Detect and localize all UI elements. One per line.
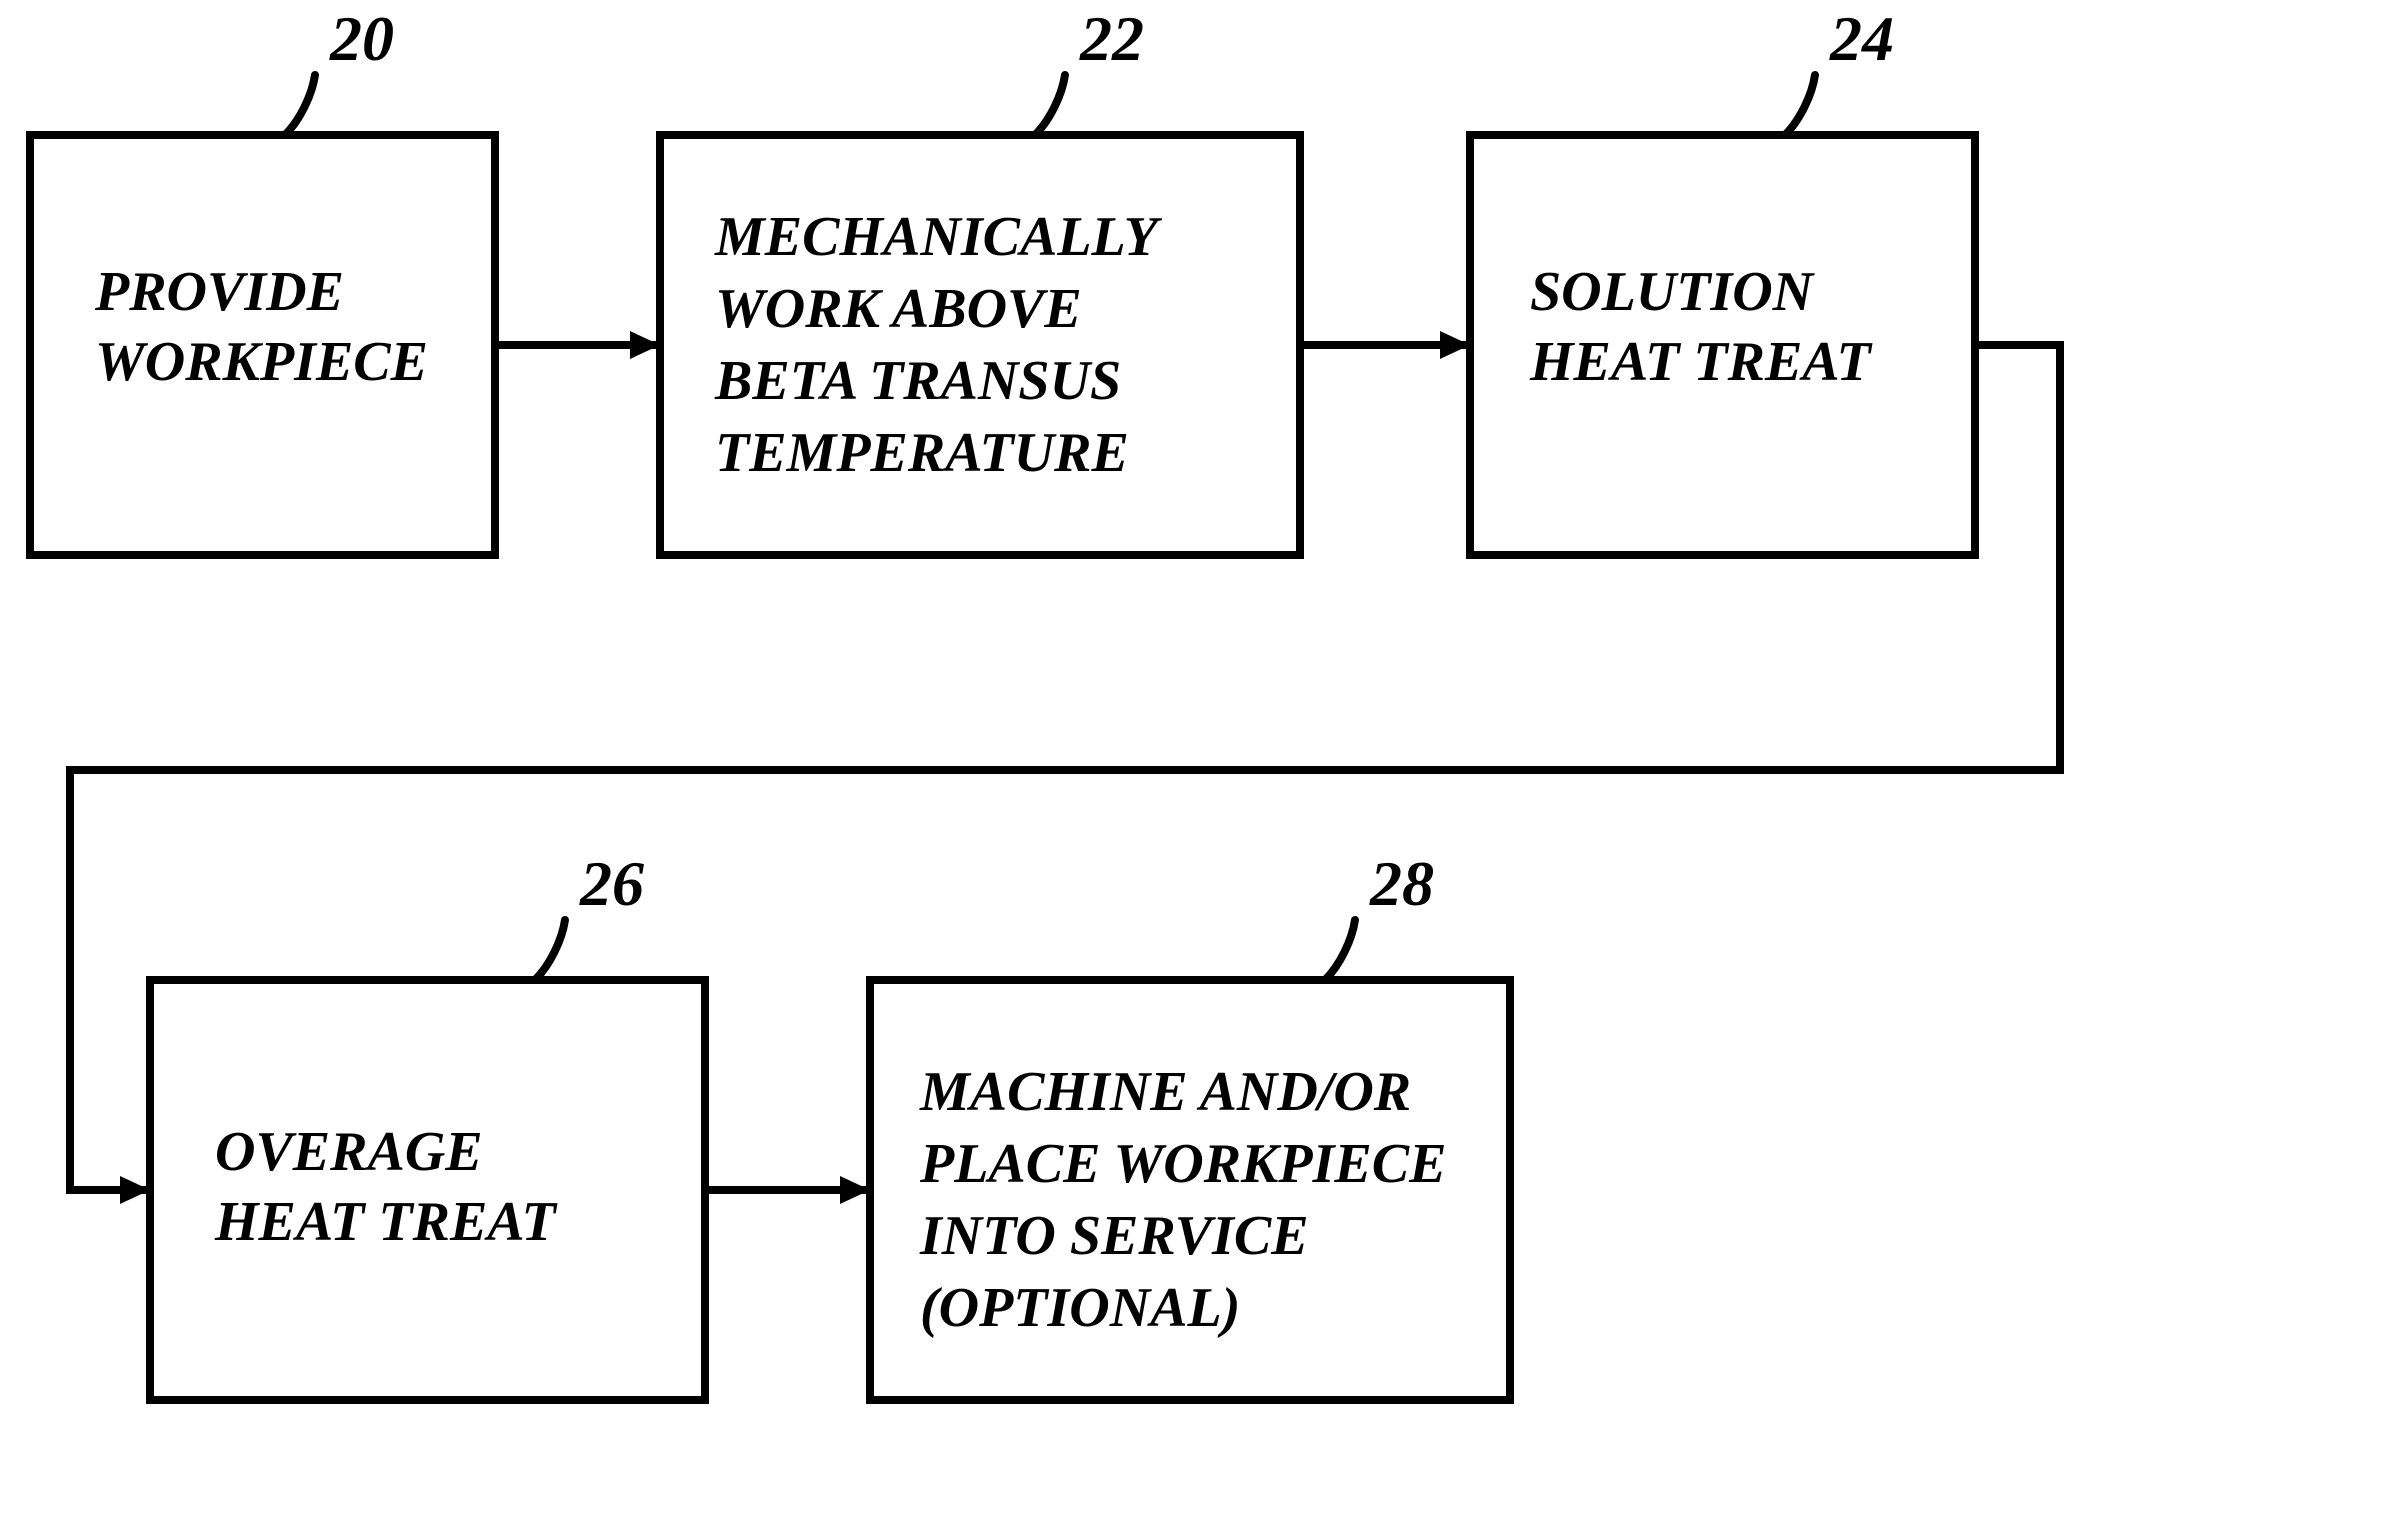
box-number-n26: 26 <box>579 848 644 919</box>
nodes-layer: 20 PROVIDE WORKPIECE 22 MECHANICALLY WORK ABO… <box>30 3 1975 1400</box>
flowchart-box-n20: 20 PROVIDE WORKPIECE <box>30 3 495 555</box>
callout-tick <box>1325 920 1355 980</box>
box-number-n28: 28 <box>1369 848 1434 919</box>
box-text-n22-line3: TEMPERATURE <box>715 422 1129 484</box>
box-text-n20-line1: WORKPIECE <box>95 331 428 393</box>
box-text-n26-line0: OVERAGE <box>215 1121 483 1183</box>
box-text-n24-line1: HEAT TREAT <box>1529 331 1874 393</box>
box-text-n22-line1: WORK ABOVE <box>715 278 1082 340</box>
flowchart-canvas: 20 PROVIDE WORKPIECE 22 MECHANICALLY WORK ABO… <box>0 0 2397 1526</box>
box-text-n28-line0: MACHINE AND/OR <box>919 1061 1411 1123</box>
box-number-n24: 24 <box>1829 3 1894 74</box>
box-text-n22-line0: MECHANICALLY <box>714 206 1163 268</box>
callout-tick <box>1785 75 1815 135</box>
box-text-n28-line2: INTO SERVICE <box>919 1205 1309 1267</box>
box-number-n20: 20 <box>329 3 394 74</box>
callout-tick <box>535 920 565 980</box>
box-text-n28-line1: PLACE WORKPIECE <box>919 1133 1446 1195</box>
callout-tick <box>1035 75 1065 135</box>
box-number-n22: 22 <box>1079 3 1144 74</box>
flowchart-box-n26: 26 OVERAGE HEAT TREAT <box>150 848 705 1400</box>
flowchart-box-n22: 22 MECHANICALLY WORK ABOVE BETA TRANSUS TEMP… <box>660 3 1300 555</box>
box-text-n24-line0: SOLUTION <box>1530 261 1816 323</box>
box-text-n22-line2: BETA TRANSUS <box>714 350 1121 412</box>
box-text-n26-line1: HEAT TREAT <box>214 1191 559 1253</box>
flowchart-box-n24: 24 SOLUTION HEAT TREAT <box>1470 3 1975 555</box>
box-text-n28-line3: (OPTIONAL) <box>920 1277 1240 1339</box>
box-text-n20-line0: PROVIDE <box>94 261 344 323</box>
callout-tick <box>285 75 315 135</box>
flowchart-box-n28: 28 MACHINE AND/OR PLACE WORKPIECE INTO SERV… <box>870 848 1510 1400</box>
